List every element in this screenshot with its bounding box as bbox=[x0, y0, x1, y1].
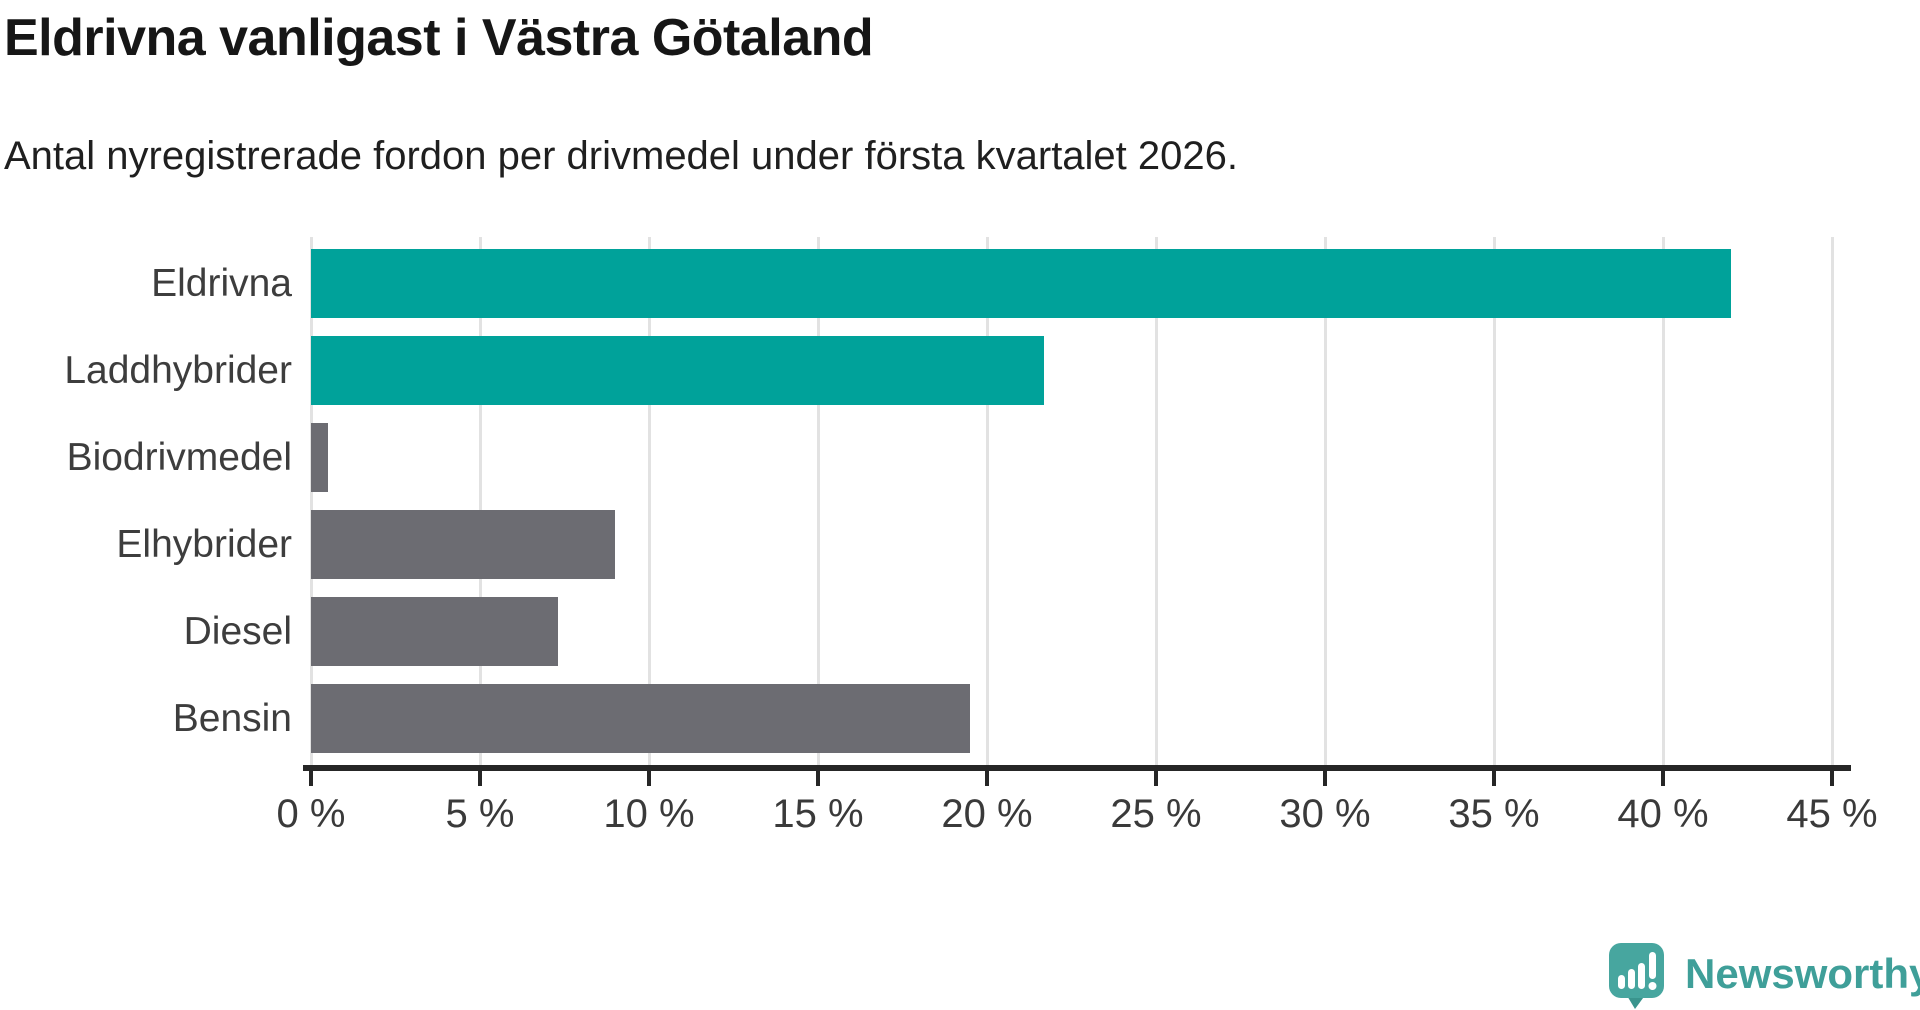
x-axis-tick bbox=[1323, 771, 1327, 786]
category-label-eldrivna: Eldrivna bbox=[151, 262, 292, 305]
category-label-biodrivmedel: Biodrivmedel bbox=[66, 436, 292, 479]
chart-title: Eldrivna vanligast i Västra Götaland bbox=[4, 9, 874, 67]
newsworthy-logo: Newsworthy bbox=[1608, 942, 1920, 1010]
x-axis-tick-label: 40 % bbox=[1617, 792, 1709, 836]
bar-biodrivmedel bbox=[311, 423, 328, 492]
newsworthy-logo-icon bbox=[1609, 943, 1664, 1009]
gridline bbox=[816, 237, 820, 765]
x-axis-tick bbox=[647, 771, 651, 786]
gridline bbox=[1323, 237, 1327, 765]
x-axis-tick bbox=[1830, 771, 1834, 786]
category-label-bensin: Bensin bbox=[172, 697, 292, 740]
x-axis-tick bbox=[1661, 771, 1665, 786]
x-axis-tick-label: 5 % bbox=[445, 792, 515, 836]
category-label-diesel: Diesel bbox=[183, 610, 292, 653]
x-axis-tick bbox=[985, 771, 989, 786]
x-axis-tick-label: 0 % bbox=[276, 792, 346, 836]
gridline bbox=[1154, 237, 1158, 765]
gridline bbox=[647, 237, 651, 765]
x-axis-tick bbox=[309, 771, 313, 786]
x-axis-tick-label: 25 % bbox=[1110, 792, 1202, 836]
newsworthy-logo-text: Newsworthy bbox=[1685, 950, 1920, 997]
bar-elhybrider bbox=[311, 510, 616, 579]
gridline bbox=[1661, 237, 1665, 765]
x-axis-tick bbox=[816, 771, 820, 786]
x-axis-tick-label: 35 % bbox=[1448, 792, 1540, 836]
category-label-elhybrider: Elhybrider bbox=[116, 523, 292, 566]
category-label-laddhybrider: Laddhybrider bbox=[64, 349, 292, 392]
bar-eldrivna bbox=[311, 249, 1731, 318]
x-axis-tick-label: 30 % bbox=[1279, 792, 1371, 836]
bar-bensin bbox=[311, 684, 971, 753]
x-axis-tick bbox=[1154, 771, 1158, 786]
x-axis-tick-label: 10 % bbox=[603, 792, 695, 836]
x-axis-tick-label: 15 % bbox=[772, 792, 864, 836]
x-axis-tick-label: 45 % bbox=[1786, 792, 1878, 836]
x-axis-line bbox=[303, 765, 1851, 771]
chart-subtitle: Antal nyregistrerade fordon per drivmede… bbox=[4, 134, 1239, 178]
x-axis-tick bbox=[478, 771, 482, 786]
gridline bbox=[1830, 237, 1834, 765]
gridline bbox=[1492, 237, 1496, 765]
x-axis-tick-label: 20 % bbox=[941, 792, 1033, 836]
gridline bbox=[309, 237, 313, 765]
gridline bbox=[985, 237, 989, 765]
bar-diesel bbox=[311, 597, 558, 666]
gridline bbox=[478, 237, 482, 765]
x-axis-tick bbox=[1492, 771, 1496, 786]
bar-laddhybrider bbox=[311, 336, 1045, 405]
